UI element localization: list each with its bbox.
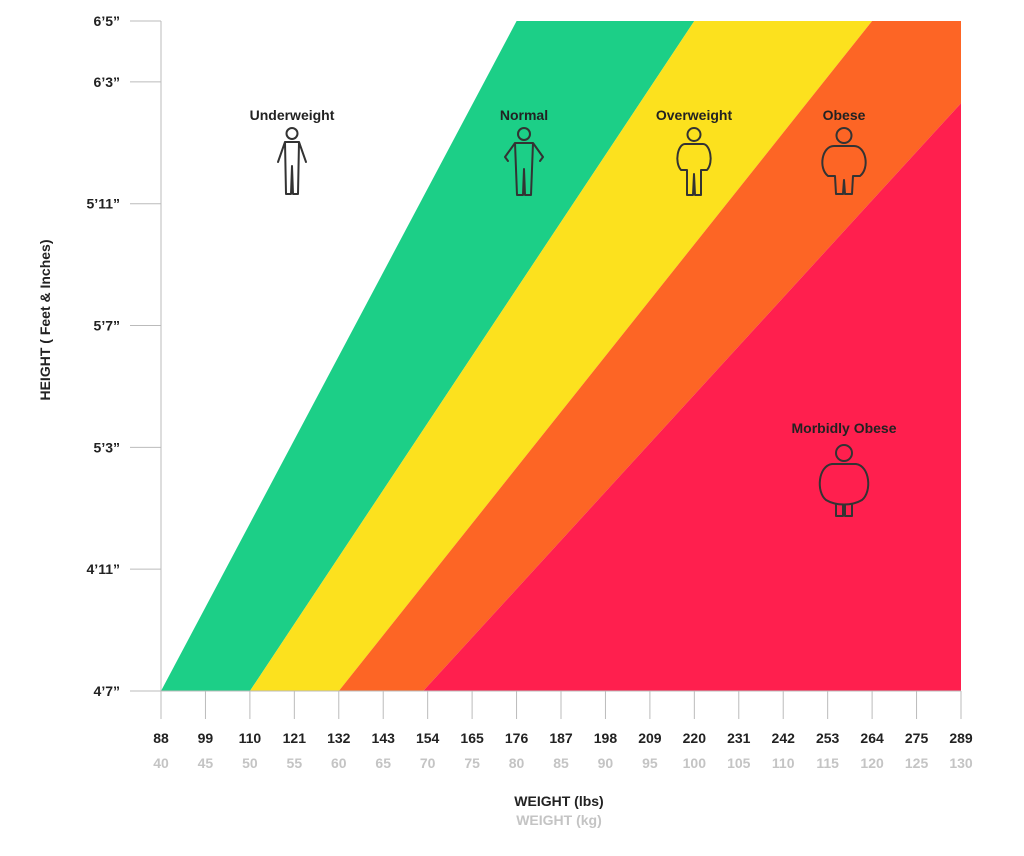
- x-tick-label-lbs: 231: [727, 730, 751, 746]
- x-tick-label-kg: 105: [727, 755, 751, 771]
- x-tick-label-lbs: 176: [505, 730, 529, 746]
- y-tick-label: 6’3”: [94, 74, 120, 90]
- x-tick-label-kg: 120: [860, 755, 884, 771]
- normal-person-icon: [504, 127, 544, 196]
- y-axis-title: HEIGHT ( Feet & Inches): [37, 239, 53, 400]
- x-tick-label-lbs: 88: [153, 730, 169, 746]
- zone-label-underweight: Underweight: [250, 107, 335, 123]
- x-tick-label-lbs: 121: [283, 730, 307, 746]
- x-tick-label-kg: 110: [772, 755, 795, 771]
- overweight-person-icon: [676, 127, 712, 196]
- x-axis-ticks: 88 40 99 45 110 50 121 55 132 60 143 65 154 70 165 75 17…: [153, 691, 973, 771]
- x-tick-label-lbs: 132: [327, 730, 351, 746]
- x-tick-label-kg: 75: [464, 755, 480, 771]
- x-tick-label-kg: 65: [375, 755, 391, 771]
- x-tick-label-kg: 45: [198, 755, 214, 771]
- y-tick-label: 5’11”: [87, 196, 120, 212]
- x-axis-title-secondary: WEIGHT (kg): [516, 812, 602, 828]
- y-tick-label: 4’7”: [94, 683, 120, 699]
- x-tick-label-lbs: 209: [638, 730, 662, 746]
- x-tick-label-kg: 100: [683, 755, 707, 771]
- x-tick-label-kg: 125: [905, 755, 929, 771]
- x-tick-label-kg: 50: [242, 755, 258, 771]
- zone-label-obese: Obese: [823, 107, 866, 123]
- x-tick-label-kg: 130: [949, 755, 973, 771]
- y-tick-label: 5’3”: [94, 439, 120, 455]
- thin-person-icon: [277, 127, 307, 195]
- y-tick-label: 6’5”: [94, 13, 120, 29]
- zone-labels: Underweight Normal Overweight Obese Morbidly…: [250, 107, 897, 436]
- x-tick-label-lbs: 187: [549, 730, 573, 746]
- zone-normal: [161, 21, 695, 691]
- zone-icons: [277, 127, 870, 517]
- zone-label-overweight: Overweight: [656, 107, 733, 123]
- obese-person-icon: [821, 127, 867, 195]
- x-tick-label-lbs: 143: [372, 730, 396, 746]
- x-tick-label-kg: 55: [287, 755, 303, 771]
- y-tick-label: 5’7”: [94, 318, 120, 334]
- x-tick-label-kg: 70: [420, 755, 436, 771]
- x-tick-label-lbs: 264: [860, 730, 884, 746]
- x-tick-label-lbs: 110: [239, 730, 262, 746]
- x-tick-label-lbs: 220: [683, 730, 707, 746]
- x-axis-title: WEIGHT (lbs): [514, 793, 603, 809]
- bmi-zones: [161, 21, 961, 691]
- x-tick-label-lbs: 198: [594, 730, 618, 746]
- x-tick-label-lbs: 275: [905, 730, 929, 746]
- zone-obese: [338, 21, 961, 691]
- y-tick-label: 4’11”: [87, 561, 120, 577]
- zone-overweight: [249, 21, 873, 691]
- morbidly-obese-person-icon: [818, 444, 870, 517]
- zone-morbidly-obese: [423, 103, 961, 691]
- x-tick-label-kg: 90: [598, 755, 614, 771]
- x-tick-label-kg: 115: [816, 755, 839, 771]
- x-tick-label-lbs: 99: [198, 730, 214, 746]
- y-axis-ticks: 6’5” 6’3” 5’11” 5’7” 5’3” 4’11” 4’7”: [87, 13, 161, 699]
- zone-label-morbidly-obese: Morbidly Obese: [791, 420, 896, 436]
- x-tick-label-kg: 40: [153, 755, 169, 771]
- x-tick-label-lbs: 154: [416, 730, 440, 746]
- x-tick-label-lbs: 165: [460, 730, 484, 746]
- x-tick-label-kg: 85: [553, 755, 569, 771]
- x-tick-label-lbs: 253: [816, 730, 840, 746]
- x-tick-label-lbs: 289: [949, 730, 973, 746]
- zone-label-normal: Normal: [500, 107, 548, 123]
- x-tick-label-lbs: 242: [772, 730, 796, 746]
- x-tick-label-kg: 60: [331, 755, 347, 771]
- x-tick-label-kg: 80: [509, 755, 525, 771]
- x-tick-label-kg: 95: [642, 755, 658, 771]
